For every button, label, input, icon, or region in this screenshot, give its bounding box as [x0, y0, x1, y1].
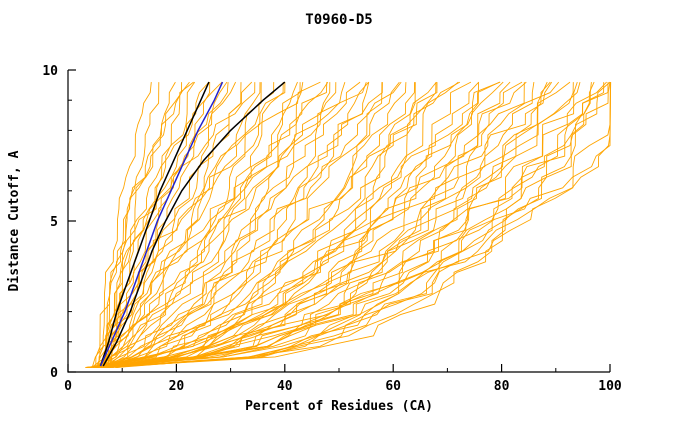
model-curve [100, 82, 609, 368]
model-curve [105, 82, 416, 368]
model-curve [101, 81, 402, 368]
model-curve [116, 81, 595, 368]
model-curve [98, 82, 160, 368]
model-curve [86, 82, 407, 368]
model-curve [94, 81, 511, 368]
model-curve [109, 81, 548, 368]
model-curve [108, 82, 337, 368]
model-curve [102, 81, 500, 368]
model-curve [99, 81, 329, 368]
model-curve [100, 82, 605, 368]
x-tick-label: 40 [277, 379, 293, 394]
model-curve [99, 81, 190, 368]
model-curve [105, 81, 523, 368]
model-curve [97, 81, 527, 368]
model-curve [101, 82, 415, 368]
model-curve [110, 82, 383, 368]
model-curve [96, 82, 611, 368]
model-curve [101, 82, 525, 368]
model-curves-layer [85, 81, 612, 368]
model-curve [105, 82, 592, 368]
model-curve [95, 82, 211, 368]
model-curve [90, 81, 607, 368]
model-curve [104, 82, 383, 368]
y-tick-label: 5 [50, 215, 58, 230]
model-curve [107, 81, 194, 368]
model-curve [104, 82, 262, 368]
model-curve [97, 82, 183, 368]
highlight-curve-blue-model [99, 81, 224, 367]
model-curve [95, 81, 459, 368]
x-tick-label: 20 [169, 379, 185, 394]
chart-title: T0960-D5 [305, 12, 372, 28]
model-curve [95, 82, 328, 368]
x-tick-label: 100 [598, 379, 622, 394]
model-curve [96, 81, 361, 368]
model-curve [99, 82, 301, 368]
model-curve [115, 82, 612, 368]
model-curve [88, 81, 461, 368]
model-curve [94, 81, 504, 368]
x-axis-label: Percent of Residues (CA) [245, 399, 433, 414]
y-tick-label: 0 [50, 366, 58, 381]
model-curve [106, 81, 611, 368]
model-curve [102, 81, 553, 368]
model-curve [113, 81, 437, 368]
model-curve [104, 81, 321, 368]
model-curve [90, 81, 581, 368]
axes-layer: 0 20 40 60 80 100 0 5 10 [42, 64, 622, 394]
model-curve [105, 82, 284, 368]
y-axis-label: Distance Cutoff, A [7, 150, 22, 291]
x-tick-label: 0 [64, 379, 72, 394]
model-curve [96, 82, 256, 368]
highlight-curve-black-model-1 [99, 81, 210, 367]
model-curve [91, 82, 152, 368]
model-curve [107, 82, 438, 368]
model-curve [101, 81, 237, 368]
model-curve [105, 82, 229, 368]
x-tick-label: 80 [494, 379, 510, 394]
model-curve [96, 81, 480, 368]
model-curve [105, 81, 196, 368]
highlight-curve-black-model-2 [102, 81, 286, 367]
model-curve [92, 82, 437, 368]
model-curve [115, 81, 551, 368]
y-tick-label: 10 [42, 64, 58, 79]
model-curve [105, 82, 304, 368]
model-curve [95, 81, 228, 368]
model-curve [94, 81, 560, 368]
x-tick-label: 60 [385, 379, 401, 394]
model-curve [110, 81, 370, 368]
model-curve [104, 82, 275, 368]
model-curve [93, 82, 574, 368]
model-curve [95, 82, 611, 368]
model-curve [105, 81, 298, 368]
model-curve [97, 82, 331, 368]
